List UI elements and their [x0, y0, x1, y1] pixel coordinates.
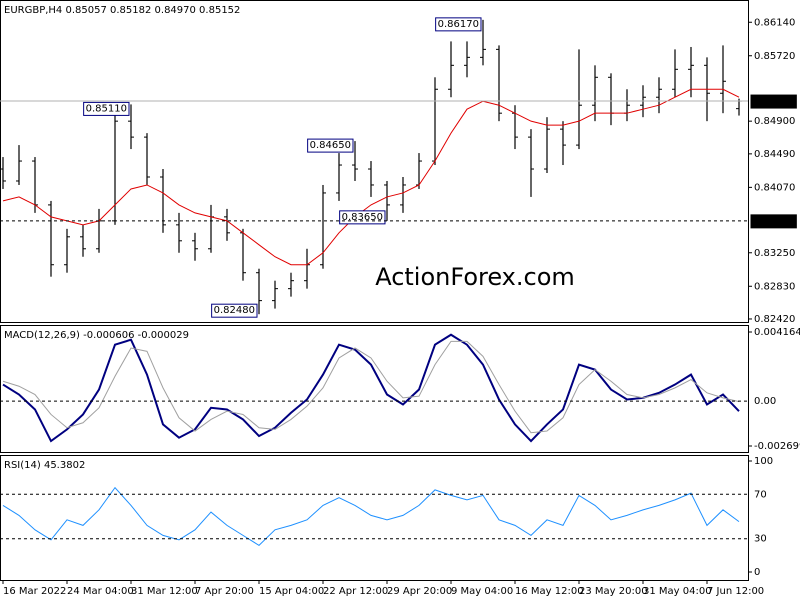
panel-title: RSI(14) 45.3802 [4, 460, 85, 471]
annotation-label: 0.83650 [342, 212, 383, 223]
annotation-label-box: 0.82480 [211, 303, 258, 318]
x-tick-label: 16 May 12:00 [515, 586, 584, 597]
annotation-label-box: 0.83650 [339, 210, 386, 225]
level-label: 70 [754, 489, 767, 500]
x-tick-label: 9 May 04:00 [451, 586, 513, 597]
x-tick-label: 31 Mar 12:00 [131, 586, 198, 597]
panel-frame [0, 0, 749, 323]
series-line [2, 88, 740, 266]
panel-frame [0, 325, 749, 453]
y-tick-label: 0.86140 [754, 17, 795, 28]
annotation-label: 0.85110 [86, 103, 127, 114]
annotation-label-frame [211, 303, 258, 318]
annotation-label: 0.82480 [214, 305, 255, 316]
y-tick-label: 0.85720 [754, 51, 795, 62]
annotation-label-frame [307, 138, 354, 153]
x-tick-label: 29 Apr 20:00 [387, 586, 452, 597]
panel-frame [0, 455, 749, 581]
annotation-label: 0.86170 [438, 19, 479, 30]
level-label: 0.83650 [753, 216, 794, 227]
annotation-label-box: 0.85110 [83, 101, 130, 116]
y-tick-label: 0.83250 [754, 248, 795, 259]
annotation-label-box: 0.84650 [307, 138, 354, 153]
y-tick-label: 0.84490 [754, 149, 795, 160]
y-tick-label: 0.84900 [754, 116, 795, 127]
annotation-label-box: 0.86170 [435, 17, 482, 32]
level-label-frame [750, 94, 797, 109]
annotation-label: 0.84650 [310, 140, 351, 151]
panel-title: EURGBP,H4 0.85057 0.85182 0.84970 0.8515… [4, 5, 240, 16]
level-label-frame [750, 214, 797, 229]
level-label: 0.85152 [753, 96, 794, 107]
series-line [2, 333, 740, 443]
series-line [2, 340, 740, 434]
level-label-box: 0.85152 [750, 94, 797, 109]
x-tick-label: 31 May 04:00 [643, 586, 712, 597]
level-label-box: 0.83650 [750, 214, 797, 229]
y-tick-label: 0.82830 [754, 281, 795, 292]
level-label: 30 [754, 534, 767, 545]
y-tick-label: 0.84070 [754, 182, 795, 193]
series-line [2, 486, 740, 546]
x-tick-label: 16 Mar 2022 [3, 586, 66, 597]
level-label: 0.00 [754, 396, 776, 407]
watermark: ActionForex.com [375, 263, 575, 291]
panel-title: MACD(12,26,9) -0.000606 -0.000029 [4, 330, 189, 341]
x-tick-label: 22 Apr 12:00 [323, 586, 388, 597]
annotation-label-frame [435, 17, 482, 32]
y-tick-label: 0.82420 [754, 314, 795, 325]
y-tick-label: 100 [754, 456, 773, 467]
x-tick-label: 15 Apr 04:00 [259, 586, 324, 597]
x-tick-label: 24 Mar 04:00 [67, 586, 134, 597]
y-tick-label: 0 [754, 567, 760, 578]
annotation-label-frame [83, 101, 130, 116]
x-tick-label: 7 Jun 12:00 [707, 586, 764, 597]
x-tick-label: 23 May 20:00 [579, 586, 648, 597]
y-tick-label: -0.002699 [754, 441, 800, 452]
x-tick-label: 7 Apr 20:00 [195, 586, 254, 597]
y-tick-label: 0.004164 [754, 327, 800, 338]
